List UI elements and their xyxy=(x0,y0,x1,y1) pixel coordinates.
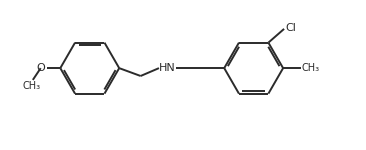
Text: HN: HN xyxy=(158,63,175,73)
Text: CH₃: CH₃ xyxy=(23,81,41,91)
Text: Cl: Cl xyxy=(285,23,296,33)
Text: O: O xyxy=(37,63,46,73)
Text: CH₃: CH₃ xyxy=(302,63,320,73)
